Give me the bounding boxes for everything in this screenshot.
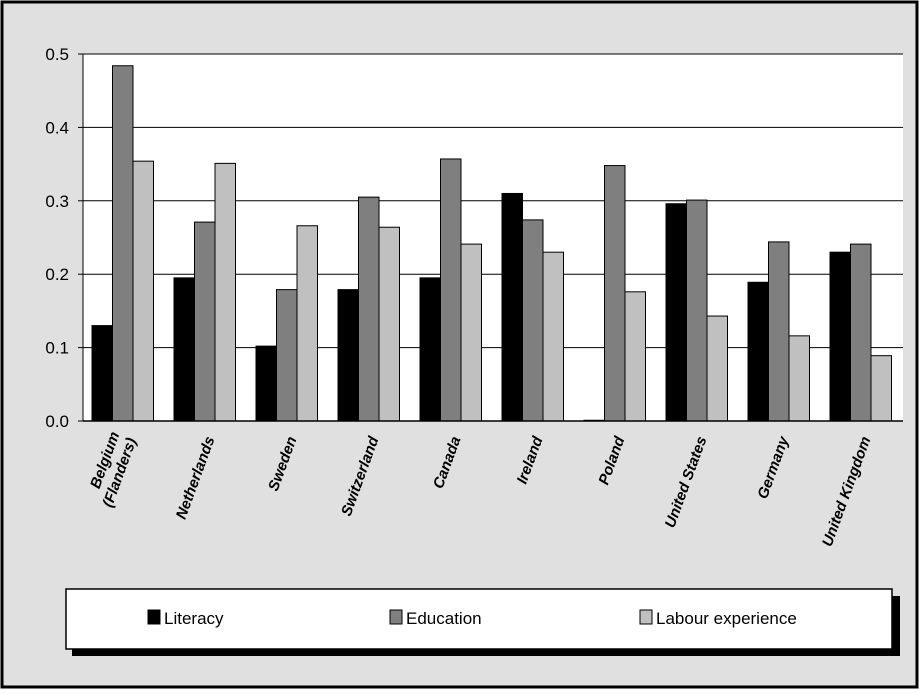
bar-literacy — [665, 203, 687, 422]
bar-labour-experience — [132, 160, 154, 422]
bar-literacy — [255, 345, 277, 422]
bar-education — [276, 289, 298, 422]
bar-education — [604, 165, 626, 422]
bar-education — [440, 158, 462, 422]
y-tick-label: 0.3 — [45, 192, 69, 211]
legend: Literacy Education Labour experience — [147, 609, 797, 628]
y-tick-label: 0.1 — [45, 339, 69, 358]
bar-literacy — [829, 251, 851, 422]
bar-labour-experience — [378, 226, 400, 422]
bar-literacy — [173, 277, 195, 422]
y-tick-label: 0.0 — [45, 412, 69, 431]
bar-education — [686, 199, 708, 422]
bar-labour-experience — [460, 243, 482, 422]
legend-label: Education — [406, 609, 482, 628]
bar-literacy — [419, 277, 441, 422]
bar-literacy — [337, 289, 359, 422]
legend-box — [65, 588, 893, 650]
y-tick-label: 0.5 — [45, 45, 69, 64]
bar-education — [358, 196, 380, 422]
bar-education — [768, 241, 790, 422]
bar-education — [112, 65, 134, 422]
bar-education — [194, 221, 216, 422]
bar-labour-experience — [870, 355, 892, 422]
bar-literacy — [747, 281, 769, 422]
bar-labour-experience — [706, 315, 728, 422]
bar-education — [850, 243, 872, 422]
bar-labour-experience — [788, 335, 810, 422]
bar-labour-experience — [214, 162, 236, 422]
bar-education — [522, 219, 544, 422]
bars — [91, 65, 892, 422]
legend-swatch — [147, 609, 161, 625]
legend-label: Literacy — [164, 609, 224, 628]
bar-literacy — [501, 192, 523, 422]
bar-labour-experience — [296, 225, 318, 422]
y-axis: 0.0 0.1 0.2 0.3 0.4 0.5 — [45, 45, 84, 431]
bar-literacy — [91, 325, 113, 422]
legend-label: Labour experience — [656, 609, 797, 628]
legend-swatch — [389, 609, 403, 625]
bar-labour-experience — [542, 251, 564, 422]
y-tick-label: 0.2 — [45, 265, 69, 284]
bar-labour-experience — [624, 291, 646, 422]
legend-swatch — [639, 609, 653, 625]
y-tick-label: 0.4 — [45, 118, 69, 137]
